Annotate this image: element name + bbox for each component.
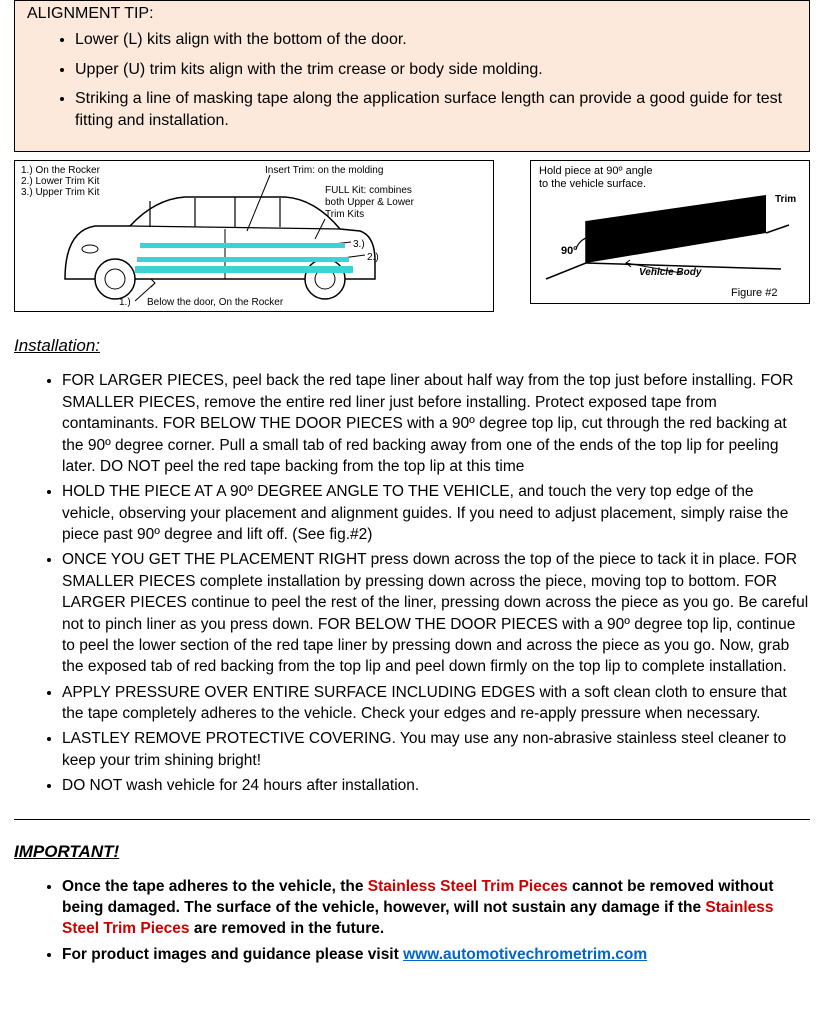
- angle-diagram: Hold piece at 90º angle to the vehicle s…: [530, 160, 810, 304]
- trim-upper: [140, 243, 345, 248]
- tip-list: Lower (L) kits align with the bottom of …: [75, 29, 797, 131]
- alignment-tip-box: ALIGNMENT TIP: Lower (L) kits align with…: [14, 0, 810, 152]
- text: Once the tape adheres to the vehicle, th…: [62, 878, 368, 895]
- important-header: IMPORTANT!: [14, 842, 810, 862]
- divider: [14, 819, 810, 820]
- red-text: Stainless Steel Trim Pieces: [368, 878, 568, 895]
- important-item: Once the tape adheres to the vehicle, th…: [62, 876, 810, 940]
- important-item: For product images and guidance please v…: [62, 944, 810, 965]
- tip-item: Lower (L) kits align with the bottom of …: [75, 29, 797, 51]
- text: For product images and guidance please v…: [62, 946, 403, 963]
- angle-label: 90º: [561, 245, 577, 258]
- figure-label: Figure #2: [731, 287, 777, 300]
- car-diagram: 1.) On the Rocker 2.) Lower Trim Kit 3.)…: [14, 160, 494, 312]
- text: are removed in the future.: [190, 920, 385, 937]
- tip-title: ALIGNMENT TIP:: [27, 5, 797, 23]
- install-item: APPLY PRESSURE OVER ENTIRE SURFACE INCLU…: [62, 682, 810, 725]
- car-illustration: [15, 161, 493, 311]
- tip-item: Upper (U) trim kits align with the trim …: [75, 59, 797, 81]
- installation-list: FOR LARGER PIECES, peel back the red tap…: [62, 370, 810, 796]
- install-item: DO NOT wash vehicle for 24 hours after i…: [62, 775, 810, 796]
- install-item: HOLD THE PIECE AT A 90º DEGREE ANGLE TO …: [62, 481, 810, 545]
- vehicle-body-label: Vehicle Body: [639, 267, 701, 279]
- tip-item: Striking a line of masking tape along th…: [75, 88, 797, 131]
- install-item: ONCE YOU GET THE PLACEMENT RIGHT press d…: [62, 549, 810, 677]
- installation-header: Installation:: [14, 336, 810, 356]
- product-link[interactable]: www.automotivechrometrim.com: [403, 946, 647, 963]
- trim-mid: [137, 257, 349, 262]
- trim-label: Trim: [775, 194, 796, 206]
- important-list: Once the tape adheres to the vehicle, th…: [62, 876, 810, 966]
- install-item: FOR LARGER PIECES, peel back the red tap…: [62, 370, 810, 477]
- trim-lower: [135, 266, 353, 273]
- angle-illustration: [531, 161, 809, 303]
- install-item: LASTLEY REMOVE PROTECTIVE COVERING. You …: [62, 728, 810, 771]
- diagrams-row: 1.) On the Rocker 2.) Lower Trim Kit 3.)…: [0, 160, 824, 312]
